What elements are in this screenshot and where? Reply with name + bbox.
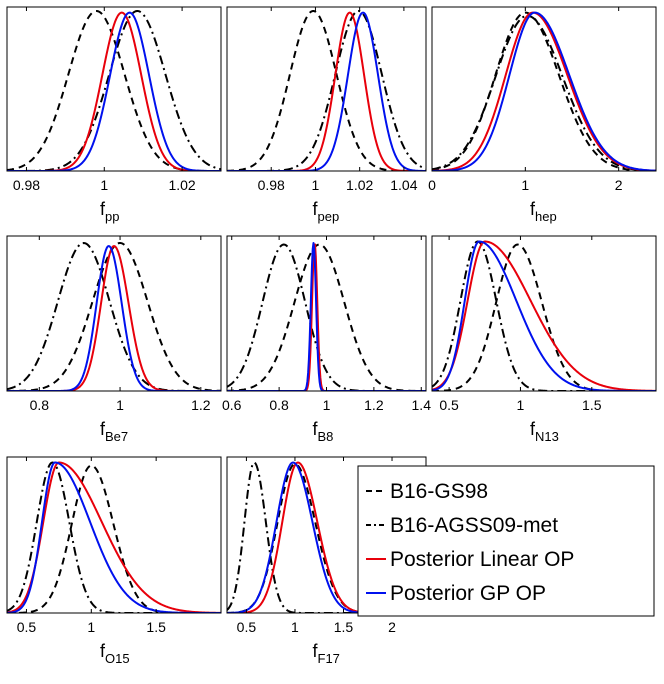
x-tick-label: 1.5 — [582, 397, 602, 413]
series-line-posterior-linear-op — [7, 245, 221, 391]
panel-hep: 0 1 2 fhep — [428, 6, 657, 224]
legend-box — [357, 465, 655, 617]
x-tick-label: 1 — [100, 177, 108, 193]
series-line-posterior-linear-op — [227, 11, 426, 171]
x-tick-label: 1 — [323, 397, 331, 413]
x-tick-label: 0.5 — [237, 619, 257, 635]
x-axis-label: fN13 — [530, 419, 559, 444]
legend: B16-GS98 B16-AGSS09-met Posterior Linear O… — [357, 465, 655, 617]
x-tick-label: 1.4 — [412, 397, 432, 413]
curves — [432, 11, 656, 171]
series-line-posterior-gp-op — [227, 11, 426, 171]
axes-box — [6, 456, 222, 614]
series-line-b16-agss09-met — [227, 243, 426, 391]
series-line-posterior-gp-op — [7, 11, 221, 171]
x-tick-label: 2 — [615, 177, 623, 193]
axes-box — [6, 235, 222, 392]
axes-box — [226, 235, 427, 392]
x-tick-label: 1.5 — [146, 619, 166, 635]
axes-box — [226, 6, 427, 172]
x-tick-label: 1.5 — [334, 619, 354, 635]
x-tick-label: 1 — [291, 619, 299, 635]
x-tick-label: 1 — [521, 177, 529, 193]
x-tick-label: 0.5 — [439, 397, 459, 413]
panel-b8: 0.6 0.8 1 1.2 1.4 fB8 — [222, 235, 432, 444]
x-tick-label: 1 — [116, 397, 124, 413]
x-tick-label: 0.98 — [13, 177, 40, 193]
curves — [227, 10, 426, 171]
legend-label-posterior-linear-op: Posterior Linear OP — [390, 548, 574, 571]
series-line-posterior-gp-op — [432, 11, 656, 171]
axes-box — [431, 235, 657, 392]
series-line-b16-gs98 — [227, 243, 426, 391]
x-tick-label: 1.02 — [168, 177, 195, 193]
series-line-posterior-linear-op — [227, 243, 426, 391]
panel-f17: 0.5 1 1.5 2 fF17 — [226, 456, 427, 666]
series-line-posterior-gp-op — [7, 461, 221, 613]
x-tick-label: 1.02 — [346, 177, 373, 193]
series-line-b16-agss09-met — [227, 10, 426, 171]
series-line-b16-agss09-met — [432, 14, 656, 171]
x-axis-label: fpep — [313, 199, 340, 224]
x-tick-label: 1 — [87, 619, 95, 635]
legend-label-posterior-gp-op: Posterior GP OP — [390, 582, 546, 605]
series-line-posterior-linear-op — [7, 11, 221, 171]
curves — [227, 242, 426, 391]
series-line-posterior-gp-op — [227, 242, 426, 391]
x-tick-label: 1 — [312, 177, 320, 193]
series-line-b16-agss09-met — [7, 10, 221, 171]
axes-box — [431, 6, 657, 172]
x-tick-label: 0 — [428, 177, 436, 193]
curves — [7, 242, 221, 391]
x-axis-label: fhep — [530, 199, 557, 224]
curves — [227, 461, 426, 613]
panel-pep: 0.98 1 1.02 1.04 fpep — [226, 6, 427, 224]
curves — [432, 240, 656, 391]
x-axis-label: fF17 — [313, 641, 340, 666]
legend-label-b16-agss09-met: B16-AGSS09-met — [390, 514, 558, 537]
x-tick-label: 0.98 — [258, 177, 285, 193]
series-line-b16-gs98 — [7, 10, 221, 171]
series-line-b16-agss09-met — [7, 242, 221, 391]
x-axis-label: fBe7 — [100, 419, 128, 444]
x-axis-label: fO15 — [100, 641, 130, 666]
panel-n13: 0.5 1 1.5 fN13 — [431, 235, 657, 444]
series-line-posterior-linear-op — [227, 461, 426, 613]
x-tick-label: 2 — [388, 619, 396, 635]
panel-pp: 0.98 1 1.02 fpp — [6, 6, 222, 224]
x-tick-label: 1 — [517, 397, 525, 413]
series-line-posterior-gp-op — [7, 245, 221, 391]
series-line-b16-gs98 — [7, 464, 221, 613]
series-line-posterior-gp-op — [227, 461, 426, 613]
series-line-b16-gs98 — [432, 243, 656, 391]
curves — [7, 461, 221, 613]
series-line-posterior-linear-op — [7, 461, 221, 613]
x-tick-label: 0.8 — [30, 397, 50, 413]
x-axis-label: fB8 — [313, 419, 334, 444]
x-tick-label: 0.8 — [269, 397, 289, 413]
series-line-posterior-linear-op — [432, 240, 656, 391]
curves — [7, 10, 221, 171]
x-tick-label: 0.5 — [17, 619, 37, 635]
x-tick-label: 1.2 — [191, 397, 211, 413]
x-tick-label: 1.2 — [364, 397, 384, 413]
x-tick-label: 1.04 — [390, 177, 417, 193]
series-line-b16-agss09-met — [227, 461, 426, 613]
panel-be7: 0.8 1 1.2 fBe7 — [6, 235, 222, 444]
x-tick-label: 0.6 — [222, 397, 242, 413]
x-axis-label: fpp — [100, 199, 119, 224]
series-line-b16-gs98 — [227, 10, 426, 171]
panel-o15: 0.5 1 1.5 fO15 — [6, 456, 222, 666]
axes-box — [6, 6, 222, 172]
legend-label-b16-gs98: B16-GS98 — [390, 480, 488, 503]
